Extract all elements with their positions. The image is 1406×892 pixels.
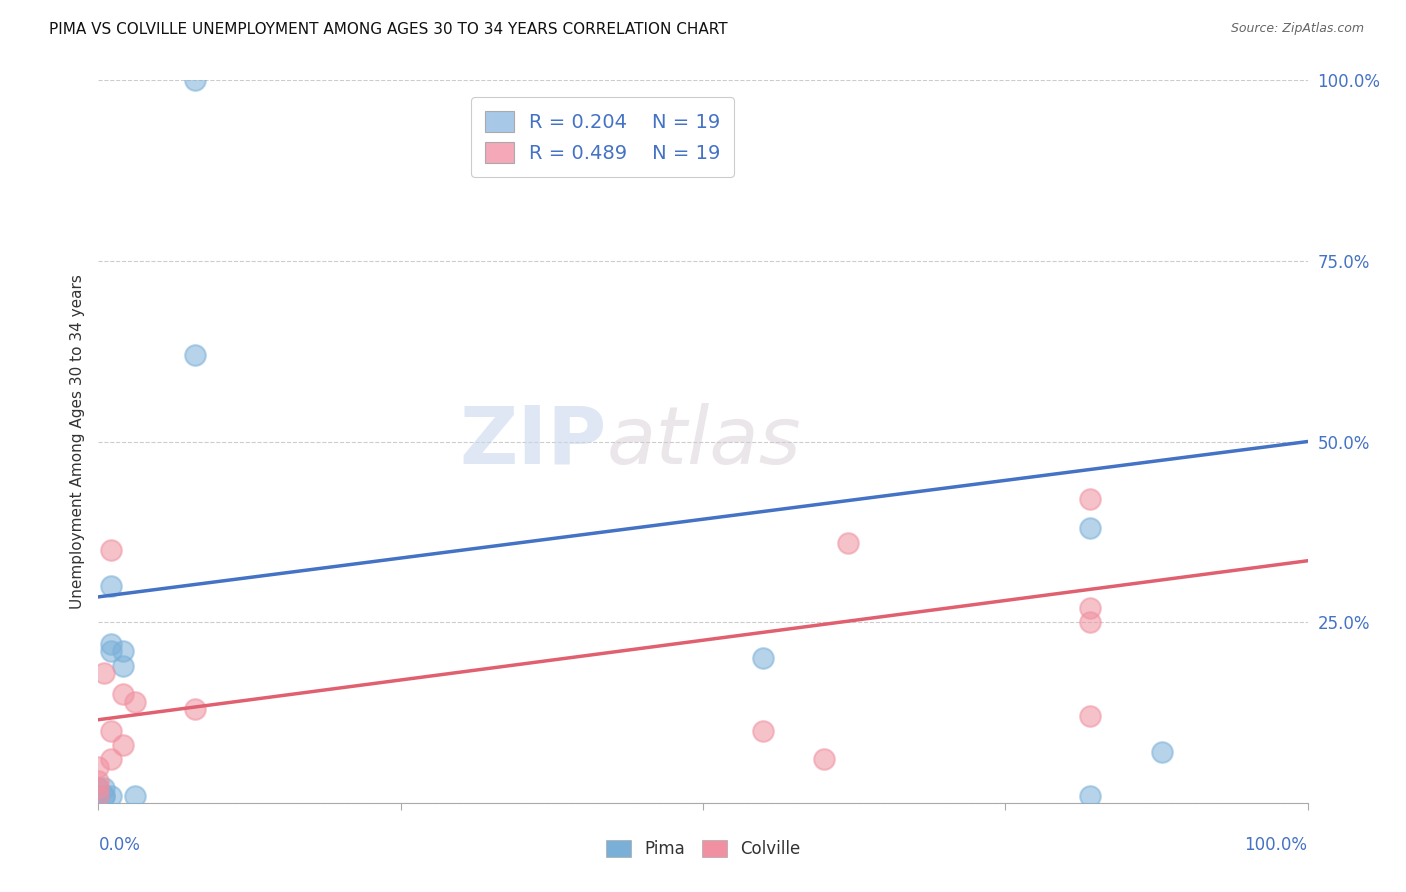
Point [1078, 492, 1101, 507]
Point [184, 348, 207, 362]
Point [1078, 521, 1101, 535]
Point [837, 535, 859, 549]
Point [111, 658, 134, 673]
Point [111, 738, 134, 752]
Point [124, 695, 146, 709]
Text: Source: ZipAtlas.com: Source: ZipAtlas.com [1230, 22, 1364, 36]
Legend: Pima, Colville: Pima, Colville [598, 832, 808, 867]
Point [1078, 600, 1101, 615]
Point [752, 723, 775, 738]
Point [100, 637, 122, 651]
Point [100, 579, 122, 593]
Point [100, 752, 122, 766]
Point [87, 774, 110, 789]
Point [184, 73, 207, 87]
Point [93, 781, 115, 796]
Point [1152, 745, 1174, 759]
Y-axis label: Unemployment Among Ages 30 to 34 years: Unemployment Among Ages 30 to 34 years [69, 274, 84, 609]
Point [100, 644, 122, 658]
Point [752, 651, 775, 665]
Point [93, 789, 115, 803]
Point [93, 665, 115, 680]
Point [1078, 709, 1101, 723]
Point [1078, 789, 1101, 803]
Point [93, 789, 115, 803]
Point [87, 781, 110, 796]
Point [1078, 615, 1101, 630]
Text: 0.0%: 0.0% [98, 836, 141, 854]
Point [87, 781, 110, 796]
Point [100, 789, 122, 803]
Point [87, 789, 110, 803]
Text: PIMA VS COLVILLE UNEMPLOYMENT AMONG AGES 30 TO 34 YEARS CORRELATION CHART: PIMA VS COLVILLE UNEMPLOYMENT AMONG AGES… [49, 22, 728, 37]
Point [87, 789, 110, 803]
Text: 100.0%: 100.0% [1244, 836, 1308, 854]
Text: atlas: atlas [606, 402, 801, 481]
Point [100, 542, 122, 557]
Point [111, 687, 134, 701]
Point [813, 752, 835, 766]
Point [184, 702, 207, 716]
Point [100, 723, 122, 738]
Point [111, 644, 134, 658]
Point [124, 789, 146, 803]
Point [87, 760, 110, 774]
Text: ZIP: ZIP [458, 402, 606, 481]
Point [87, 789, 110, 803]
